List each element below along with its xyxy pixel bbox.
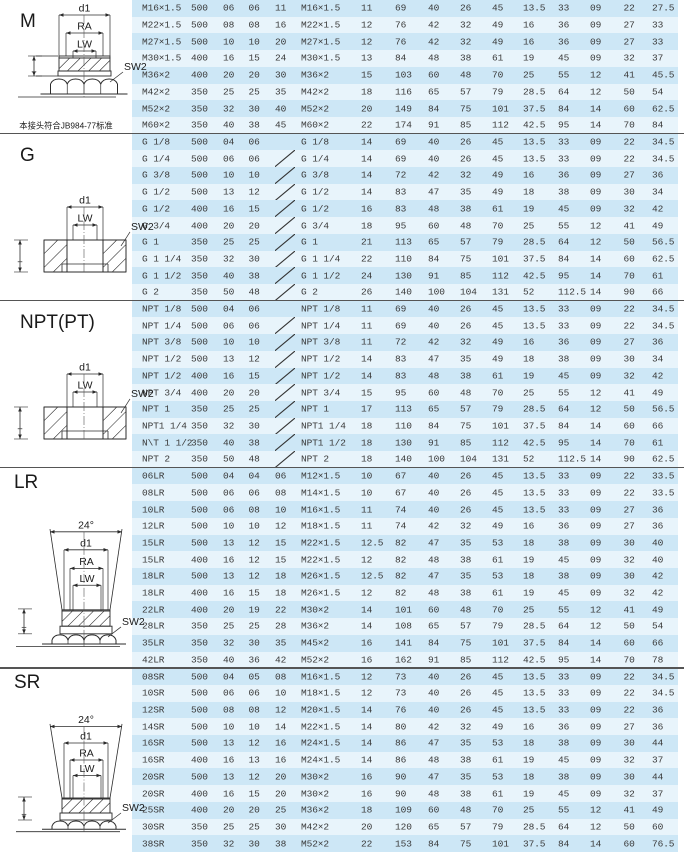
svg-text:--: --	[21, 810, 27, 819]
svg-text:SW2: SW2	[131, 389, 154, 400]
svg-text:d1: d1	[80, 732, 92, 743]
svg-text:RA: RA	[77, 21, 92, 32]
svg-text:LR: LR	[14, 472, 38, 493]
svg-text:SW2: SW2	[131, 222, 154, 233]
svg-text:--: --	[17, 424, 23, 433]
svg-text:d1: d1	[79, 362, 91, 373]
svg-text:SW2: SW2	[122, 803, 145, 814]
svg-text:d1: d1	[79, 195, 91, 206]
svg-text:--: --	[17, 257, 23, 266]
svg-text:LW: LW	[77, 39, 92, 50]
svg-text:LW: LW	[78, 213, 93, 224]
svg-text:RA: RA	[79, 749, 94, 760]
svg-text:LW: LW	[80, 574, 95, 585]
svg-text:RA: RA	[79, 557, 94, 568]
svg-text:本接头符合JB984-77标准: 本接头符合JB984-77标准	[19, 121, 112, 131]
svg-text:LW: LW	[78, 380, 93, 391]
svg-text:24°: 24°	[78, 520, 94, 531]
svg-text:d1: d1	[79, 3, 91, 14]
svg-text:SW2: SW2	[124, 62, 147, 73]
svg-text:24°: 24°	[78, 715, 94, 726]
svg-text:M: M	[20, 11, 36, 32]
svg-text:--: --	[31, 67, 37, 76]
svg-text:SW2: SW2	[122, 617, 145, 628]
svg-text:SR: SR	[14, 672, 40, 693]
svg-text:NPT(PT): NPT(PT)	[20, 312, 95, 333]
svg-text:G: G	[20, 145, 35, 166]
svg-text:LW: LW	[80, 764, 95, 775]
svg-text:d1: d1	[80, 538, 92, 549]
svg-text:--: --	[21, 622, 27, 631]
